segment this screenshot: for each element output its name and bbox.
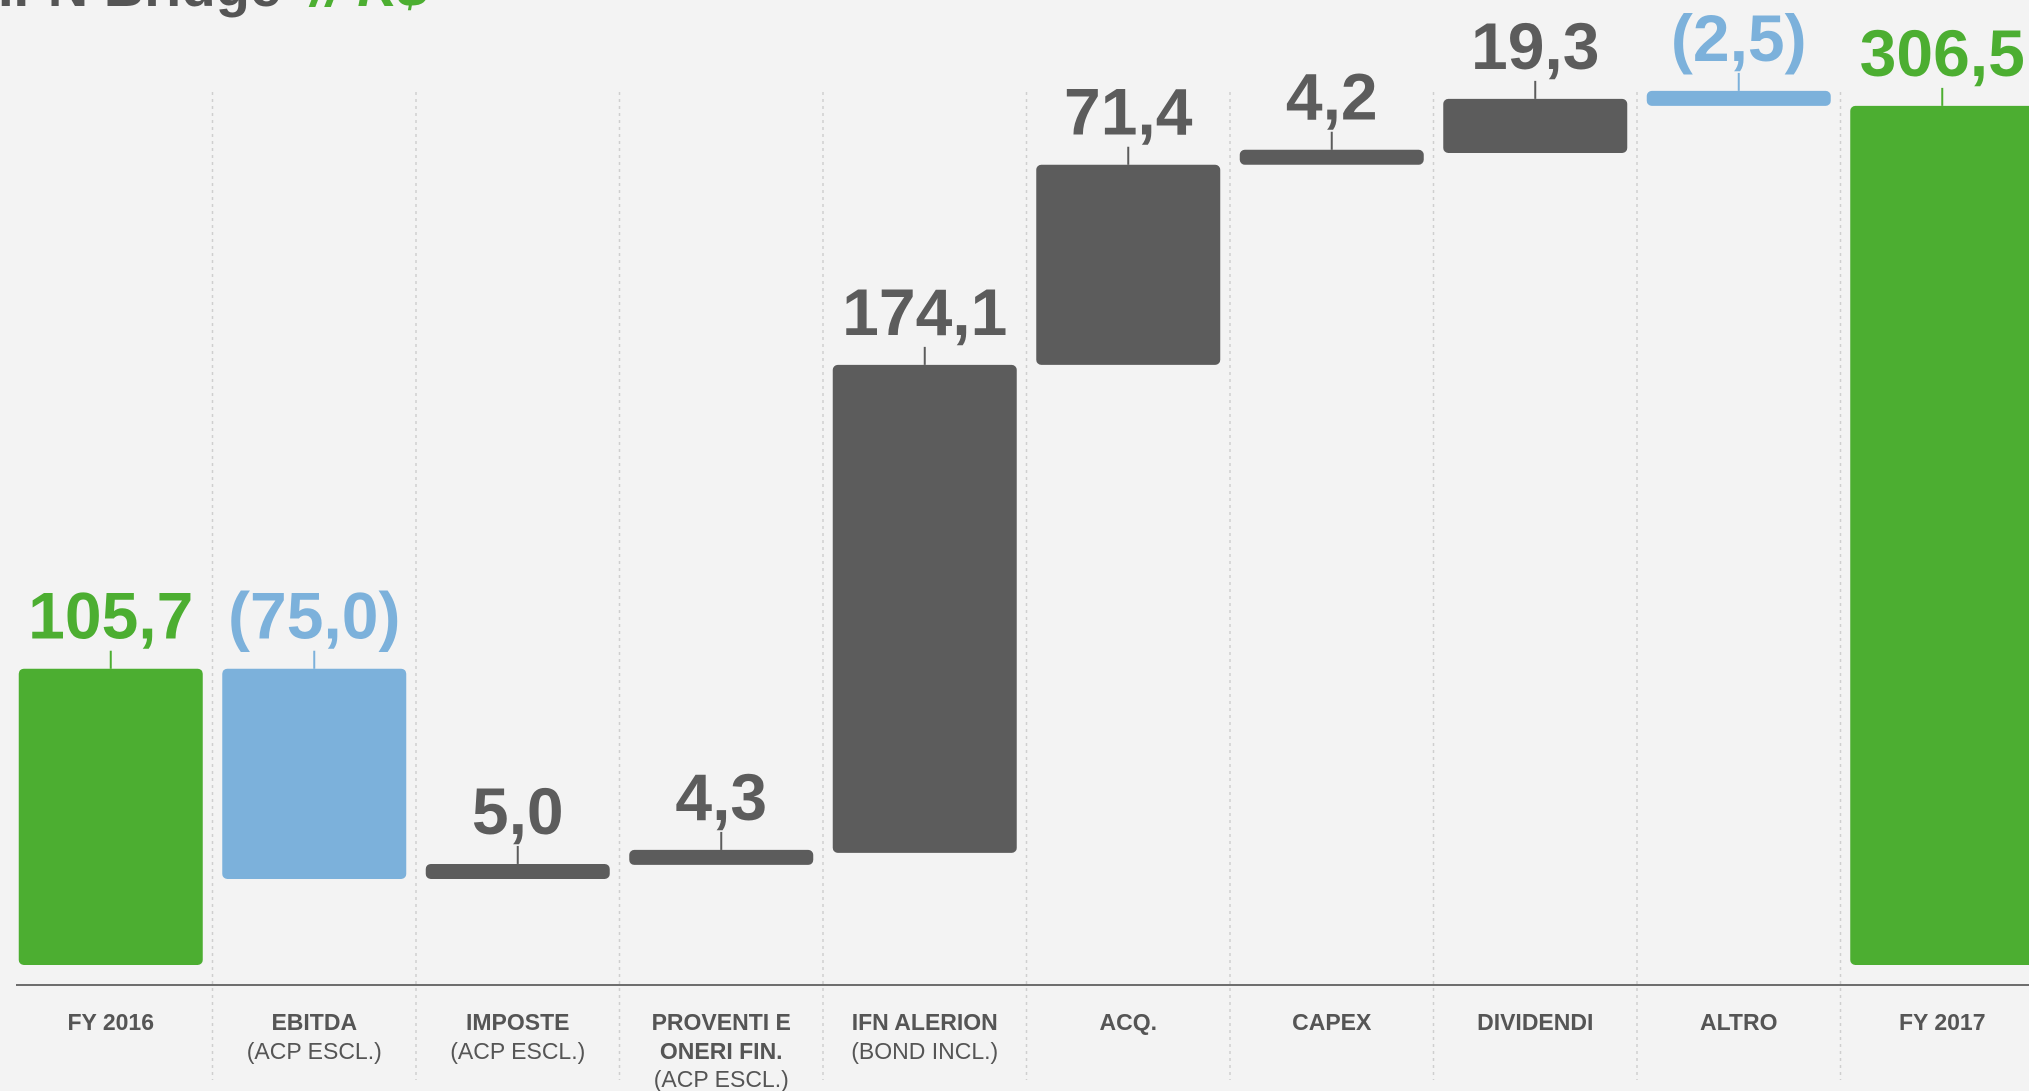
category-label: ACQ. <box>1100 1009 1158 1035</box>
value-label: 5,0 <box>472 774 564 848</box>
chart-title-unit: // K$ <box>308 0 430 18</box>
value-label: (2,5) <box>1671 1 1807 75</box>
category-sublabel: ONERI FIN. <box>660 1038 783 1064</box>
chart-title-main: IFN Bridge <box>0 0 281 18</box>
bar-fy-2016 <box>18 668 203 965</box>
category-label: IMPOSTE <box>466 1009 570 1035</box>
bar-capex <box>1239 149 1424 165</box>
chart-title: IFN Bridge // K$ <box>0 0 430 18</box>
bar-ebitda <box>222 668 407 879</box>
value-labels-group: 105,7 (75,0) 5,0 4,3 174,1 71,4 4,2 19,3 (2,5) 30… <box>28 1 2025 848</box>
category-label: EBITDA <box>271 1009 357 1035</box>
category-label: FY 2016 <box>67 1009 154 1035</box>
value-label: 4,2 <box>1286 60 1378 134</box>
value-label: 4,3 <box>675 760 767 834</box>
category-label: DIVIDENDI <box>1477 1009 1593 1035</box>
column-separators <box>211 92 1842 1080</box>
bar-imposte <box>425 863 610 879</box>
bar-acq- <box>1036 164 1221 365</box>
category-sublabel: (ACP ESCL.) <box>450 1038 585 1064</box>
bar-fy-2017 <box>1850 105 2029 965</box>
value-label: (75,0) <box>228 579 400 653</box>
bars-group <box>18 72 2029 965</box>
category-sublabel: (ACP ESCL.) <box>247 1038 382 1064</box>
bar-ifn-alerion <box>832 364 1017 853</box>
bar-altro <box>1646 90 1831 106</box>
category-sublabel: (ACP ESCL.) <box>654 1066 789 1091</box>
category-sublabel: (BOND INCL.) <box>851 1038 998 1064</box>
value-label: 306,5 <box>1860 16 2025 90</box>
bar-dividendi <box>1443 98 1628 153</box>
category-label: FY 2017 <box>1899 1009 1986 1035</box>
value-label: 19,3 <box>1471 9 1599 83</box>
category-label: ALTRO <box>1700 1009 1778 1035</box>
category-label: PROVENTI E <box>652 1009 791 1035</box>
category-label: CAPEX <box>1292 1009 1372 1035</box>
category-label: IFN ALERION <box>852 1009 998 1035</box>
value-label: 174,1 <box>842 275 1007 349</box>
category-labels-group: FY 2016 EBITDA (ACP ESCL.) IMPOSTE (ACP ESCL… <box>67 1009 1985 1091</box>
value-label: 105,7 <box>28 579 193 653</box>
bar-proventi-e <box>629 849 814 865</box>
value-label: 71,4 <box>1064 75 1193 149</box>
